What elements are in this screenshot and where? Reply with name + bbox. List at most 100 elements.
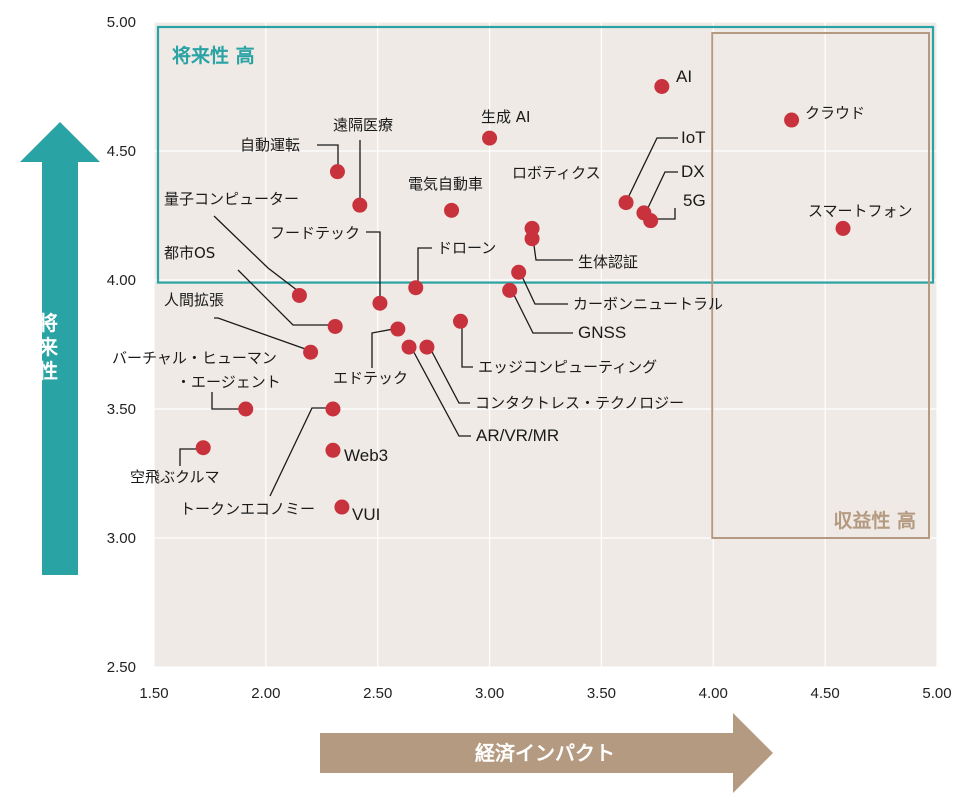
x-tick-label: 4.50 — [811, 685, 840, 702]
data-point — [654, 79, 670, 94]
leader-line — [417, 247, 432, 287]
x-tick-label: 2.00 — [251, 685, 280, 702]
data-point — [291, 287, 307, 303]
leader-line — [213, 215, 303, 295]
x-axis-arrow: 経済インパクト — [320, 713, 773, 793]
x-tick-label: 5.00 — [922, 685, 951, 702]
point-label: フードテック — [270, 224, 360, 242]
point-label: 電気自動車 — [408, 175, 483, 193]
leader-line — [625, 137, 678, 203]
leader-line — [317, 144, 339, 170]
tick-labels: 1.50 2.00 2.50 3.00 3.50 4.00 4.50 5.00 2.50 3.00… — [107, 14, 952, 702]
region-label: 将来性 高 — [172, 44, 255, 67]
x-tick-label: 3.00 — [475, 685, 504, 702]
data-point — [303, 344, 319, 360]
y-tick-label: 2.50 — [107, 659, 136, 676]
data-point — [352, 197, 368, 213]
data-point — [401, 339, 417, 355]
x-tick-label: 2.50 — [363, 685, 392, 702]
data-point — [334, 499, 350, 515]
point-label: VUI — [352, 505, 380, 524]
point-label: エドテック — [333, 369, 408, 387]
data-point — [419, 339, 435, 355]
y-tick-label: 3.50 — [107, 401, 136, 418]
point-label: GNSS — [578, 323, 626, 342]
leader-line — [371, 327, 400, 368]
region-future-high — [156, 25, 935, 284]
leader-line — [366, 231, 381, 303]
leader-line — [461, 321, 473, 368]
data-point — [784, 112, 800, 128]
y-tick-label: 5.00 — [107, 14, 136, 31]
point-label: 自動運転 — [240, 136, 300, 154]
points — [195, 79, 851, 515]
leader-line — [237, 269, 331, 326]
leader-line — [645, 171, 678, 213]
point-label: カーボンニュートラル — [573, 295, 723, 313]
data-point — [238, 401, 254, 417]
region-label: 収益性 高 — [833, 509, 916, 532]
data-point — [482, 130, 498, 146]
leader-line — [179, 448, 202, 466]
plot-area — [154, 22, 937, 667]
point-label: DX — [681, 162, 705, 181]
point-label: ロボティクス — [512, 164, 601, 182]
point-label: 人間拡張 — [164, 291, 224, 309]
data-point — [524, 231, 540, 247]
data-point — [618, 195, 634, 211]
data-point — [325, 442, 341, 458]
point-label: 量子コンピューター — [164, 190, 299, 208]
data-point — [511, 264, 527, 280]
point-label: コンタクトレス・テクノロジー — [475, 394, 684, 412]
point-label: バーチャル・ヒューマン・エージェント — [112, 349, 281, 391]
y-axis-arrow: 将来性 — [20, 122, 100, 575]
y-tick-label: 3.00 — [107, 530, 136, 547]
point-label: エッジコンピューティング — [478, 358, 657, 376]
leader-line — [409, 344, 471, 437]
leader-line — [429, 347, 470, 404]
y-tick-label: 4.00 — [107, 272, 136, 289]
point-label: 生体認証 — [578, 253, 638, 271]
data-point — [524, 220, 540, 236]
leader-line — [214, 317, 312, 352]
x-axis-label: 経済インパクト — [475, 741, 615, 765]
data-point — [643, 213, 659, 229]
region-profit-high — [711, 32, 930, 539]
point-label: 遠隔医療 — [333, 116, 393, 134]
data-point — [390, 321, 406, 337]
data-point — [329, 164, 345, 180]
point-label: AR/VR/MR — [476, 426, 559, 445]
x-tick-label: 1.50 — [139, 685, 168, 702]
point-label: スマートフォン — [808, 202, 913, 220]
y-axis-label: 将来性 — [37, 311, 59, 383]
point-label: 5G — [683, 191, 706, 210]
point-label: AI — [676, 67, 692, 86]
point-label: Web3 — [344, 446, 388, 465]
y-tick-label: 4.50 — [107, 143, 136, 160]
point-label: 空飛ぶクルマ — [130, 468, 220, 486]
data-point — [835, 220, 851, 236]
leader-line — [518, 269, 568, 305]
leader-line — [211, 392, 246, 410]
data-point — [444, 202, 460, 218]
data-point — [408, 280, 424, 296]
x-tick-label: 3.50 — [587, 685, 616, 702]
data-point — [195, 440, 211, 456]
point-label: トークンエコノミー — [180, 500, 315, 518]
data-point — [327, 318, 343, 334]
leader-line — [652, 208, 676, 220]
point-label: ドローン — [437, 239, 496, 257]
data-point — [452, 313, 468, 329]
x-tick-label: 4.00 — [699, 685, 728, 702]
point-label: 都市OS — [164, 244, 215, 262]
data-point — [502, 282, 518, 298]
leader-line — [511, 290, 573, 334]
point-label: クラウド — [805, 104, 865, 122]
data-point — [325, 401, 341, 417]
point-label: IoT — [681, 128, 706, 147]
data-point — [372, 295, 388, 311]
point-label: 生成 AI — [481, 108, 530, 126]
